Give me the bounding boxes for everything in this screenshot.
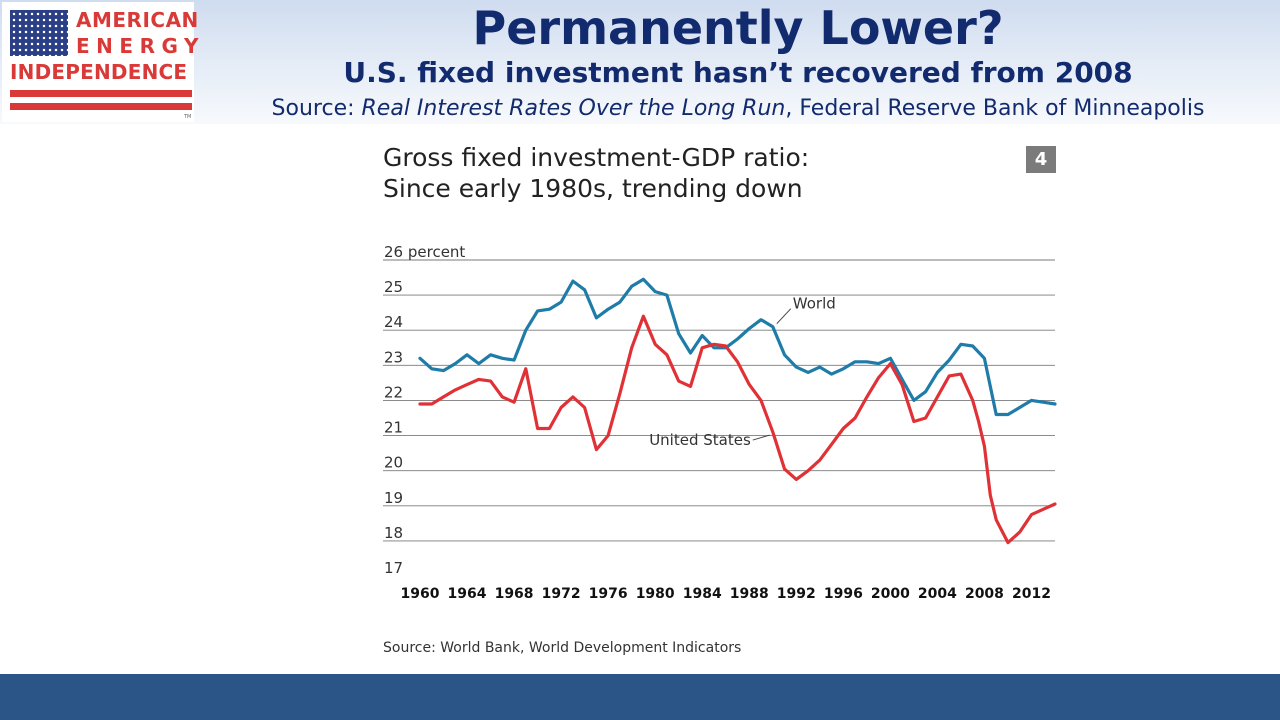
logo-stripe-top [10,90,192,97]
x-tick-label-2008: 2008 [965,586,1004,602]
chart-title-line1: Gross fixed investment-GDP ratio: [383,143,810,172]
annotation-leader-united-states [752,434,770,441]
x-tick-label-1960: 1960 [401,586,440,602]
header-band [0,0,1280,124]
x-tick-label-2000: 2000 [871,586,910,602]
x-tick-label-2004: 2004 [918,586,957,602]
page-source-suffix: , Federal Reserve Bank of Minneapolis [785,96,1205,121]
page-source-title: Real Interest Rates Over the Long Run [361,96,786,121]
x-axis-tick-labels: 1960 1964 1968 1972 1976 1980 1984 1988 1992 1996… [401,586,1051,602]
x-tick-label-1996: 1996 [824,586,863,602]
x-tick-label-1976: 1976 [589,586,628,602]
series-line-world [418,277,1057,417]
chart-source: Source: World Bank, World Development In… [383,640,742,656]
logo-word-energy: ENERGY [76,34,205,58]
series-line-united-states [418,314,1057,545]
y-tick-label-23: 23 [384,348,403,366]
annotation-world: World [793,295,836,313]
series-lines [418,277,1057,545]
footer-band [0,674,1280,720]
logo-stripe-bottom [10,103,192,110]
x-tick-label-1988: 1988 [730,586,769,602]
logo-word-american: AMERICAN [76,8,199,32]
x-tick-label-1984: 1984 [683,586,722,602]
y-tick-label-26: 26 percent [384,243,465,261]
american-energy-independence-logo: AMERICAN ENERGY INDEPENDENCE TM [2,2,198,122]
y-tick-label-22: 22 [384,383,403,401]
x-tick-label-1992: 1992 [777,586,816,602]
page-source-prefix: Source: [271,96,362,121]
annotation-united-states: United States [649,431,751,449]
grid-lines [383,259,1055,542]
y-tick-label-19: 19 [384,489,403,507]
y-axis-tick-labels: 26 percent 25 24 23 22 21 20 19 18 17 [384,243,465,577]
chart-title-line2: Since early 1980s, trending down [383,174,803,203]
y-tick-label-20: 20 [384,454,403,472]
series-annotations: World United States [649,295,836,449]
x-tick-label-1964: 1964 [448,586,487,602]
page-subtitle: U.S. fixed investment hasn’t recovered f… [343,56,1133,89]
x-tick-label-1980: 1980 [636,586,675,602]
page-source: Source: Real Interest Rates Over the Lon… [196,95,1280,123]
x-tick-label-2012: 2012 [1012,586,1051,602]
y-tick-label-25: 25 [384,278,403,296]
logo-word-independence: INDEPENDENCE [10,60,188,84]
logo-trademark: TM [184,114,192,120]
y-tick-label-17: 17 [384,559,403,577]
flag-stars-icon [10,10,68,56]
x-tick-label-1968: 1968 [495,586,534,602]
y-tick-label-18: 18 [384,524,403,542]
y-tick-label-21: 21 [384,419,403,437]
annotation-leader-world [776,308,792,325]
y-tick-label-24: 24 [384,313,403,331]
chart-number-badge: 4 [1026,146,1056,173]
chart-title: Gross fixed investment-GDP ratio: Since … [383,142,809,204]
page-title: Permanently Lower? [472,1,1004,55]
x-tick-label-1972: 1972 [542,586,581,602]
